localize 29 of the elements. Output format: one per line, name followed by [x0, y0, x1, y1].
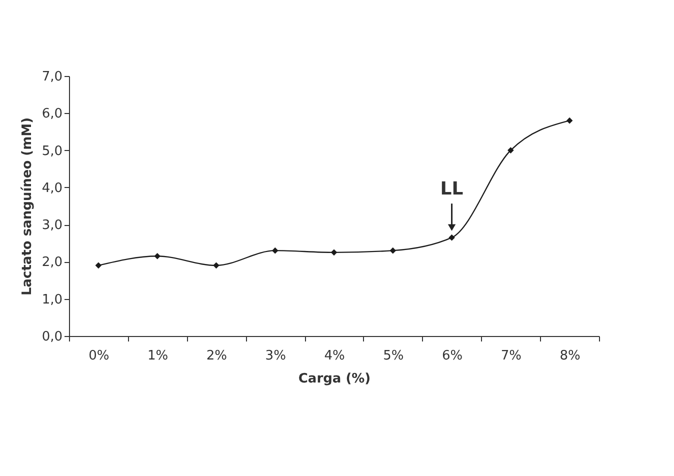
y-tick-label: 0,0 [42, 330, 62, 344]
x-tick-label: 7% [500, 348, 522, 364]
point [508, 147, 514, 154]
y-tick-label: 2,0 [42, 255, 62, 270]
x-tick-label: 1% [148, 348, 168, 364]
y-tick-label: 7,0 [42, 70, 62, 84]
y-tick-label: 6,0 [42, 106, 62, 122]
y-tick-label: 5,0 [42, 144, 62, 159]
point [213, 262, 220, 269]
x-axis-title: Carga (%) [298, 372, 371, 386]
y-axis-title: Lactato sanguíneo (mM) [20, 117, 35, 296]
x-tick-label: 0% [88, 348, 110, 364]
point [448, 234, 455, 241]
x-tick-label: 2% [206, 348, 228, 364]
y-tick-label: 1,0 [42, 292, 62, 308]
y-tick-label: 4,0 [42, 180, 62, 196]
x-tick-label: 6% [442, 348, 463, 364]
x-tick-label: 8% [560, 348, 580, 364]
point [390, 247, 396, 254]
y-tick-label: 3,0 [42, 218, 62, 234]
annotation: LL [440, 178, 464, 200]
point [566, 117, 573, 124]
x-tick-label: 4% [324, 348, 345, 364]
x-tick-label: 5% [383, 348, 404, 364]
point [95, 262, 102, 269]
x-tick-label: 3% [265, 348, 286, 364]
point [154, 252, 160, 260]
point [330, 249, 338, 256]
point [272, 247, 278, 254]
